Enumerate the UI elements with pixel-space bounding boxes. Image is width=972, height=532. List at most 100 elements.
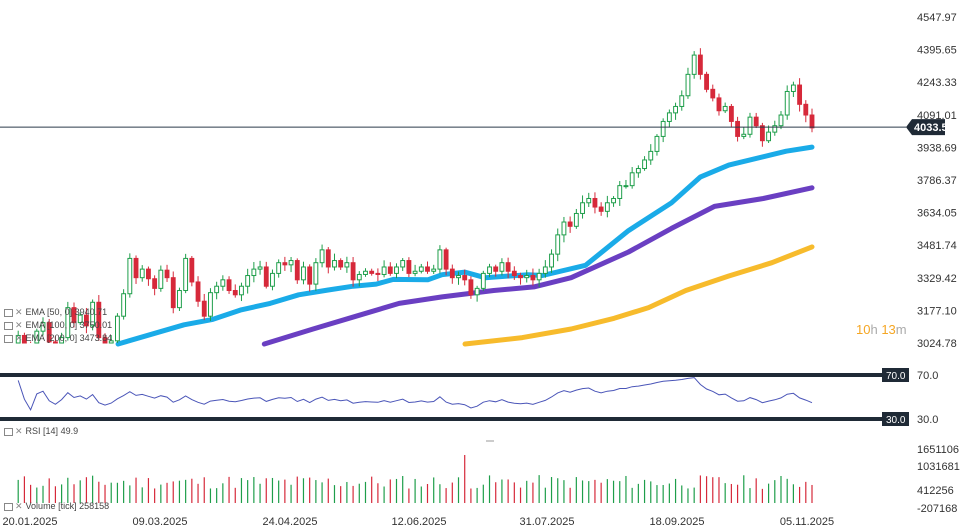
candle-body	[90, 301, 96, 327]
candle-body	[288, 260, 294, 266]
candle-body	[480, 272, 486, 289]
candle-body	[96, 301, 102, 339]
legend-volume[interactable]: ✕ Volume [tick] 258158	[4, 501, 109, 512]
legend-ema-100[interactable]: ✕ EMA [100, 0] 3750.01	[4, 320, 112, 331]
price-tick-label: 3634.05	[917, 208, 957, 220]
candle-body	[226, 279, 232, 292]
time-tick-label: 20.01.2025	[2, 516, 57, 528]
countdown-minutes-unit: m	[895, 322, 907, 337]
price-tick-label: 4091.01	[917, 110, 957, 122]
candle-body	[592, 197, 598, 208]
last-price-label: 4033.50	[914, 122, 954, 134]
candle-body	[418, 266, 424, 272]
time-tick-label: 09.03.2025	[132, 516, 187, 528]
candle-body	[189, 257, 195, 283]
legend-ema-100-label: EMA [100, 0] 3750.01	[25, 320, 113, 330]
candle-body	[121, 293, 127, 317]
candle-body	[536, 272, 542, 281]
candle-body	[580, 202, 585, 214]
candle-body	[555, 234, 561, 255]
close-icon[interactable]: ✕	[15, 320, 23, 330]
candle-body	[735, 120, 741, 137]
candle-body	[573, 212, 579, 227]
candle-body	[524, 275, 530, 279]
settings-icon[interactable]	[4, 427, 13, 436]
candle-body	[511, 270, 517, 277]
close-icon[interactable]: ✕	[15, 426, 23, 436]
candle-body	[437, 249, 443, 270]
candle-body	[673, 105, 678, 114]
legend-ema-200[interactable]: ✕ EMA [200, 0] 3473.84	[4, 333, 112, 344]
candle-body	[133, 257, 139, 279]
candle-body	[518, 275, 523, 279]
candle-body	[381, 266, 387, 275]
candle-body	[728, 105, 734, 122]
candle-body	[276, 262, 282, 274]
candle-body	[666, 112, 672, 122]
candle-body	[443, 249, 449, 270]
settings-icon[interactable]	[4, 308, 13, 317]
candle-body	[654, 135, 660, 152]
candle-body	[809, 114, 815, 129]
rsi-panel: 70.0 70.0 30.0 30.0	[0, 368, 938, 442]
candle-body	[722, 105, 728, 112]
countdown-hours: 10	[856, 322, 871, 337]
candle-body	[549, 253, 554, 268]
candle-body	[660, 120, 666, 137]
candle-body	[387, 266, 393, 274]
candle-body	[449, 268, 455, 279]
settings-icon[interactable]	[4, 502, 13, 511]
candle-body	[474, 287, 480, 296]
ema-100-line	[261, 185, 815, 347]
candle-body	[307, 266, 313, 285]
close-icon[interactable]: ✕	[15, 307, 23, 317]
candle-body	[294, 260, 300, 281]
rsi-axis-label: 70.0	[917, 370, 938, 382]
candle-body	[623, 185, 629, 188]
candle-body	[412, 270, 418, 274]
candle-body	[431, 268, 437, 272]
candle-body	[604, 202, 610, 212]
ema-50-line	[115, 144, 815, 347]
candle-body	[34, 330, 40, 344]
candle-body	[635, 168, 641, 174]
rsi-band-badge-label: 30.0	[886, 415, 906, 426]
candle-body	[790, 84, 796, 92]
price-tick-label: 3329.42	[917, 273, 957, 285]
price-tick-label: 3024.78	[917, 338, 957, 350]
candle-body	[40, 322, 46, 332]
rsi-line	[17, 377, 813, 412]
candle-body	[400, 260, 406, 268]
candle-body	[505, 262, 511, 272]
close-icon[interactable]: ✕	[15, 501, 23, 511]
candle-body	[177, 290, 182, 309]
legend-ema-50[interactable]: ✕ EMA [50, 0] 3940.71	[4, 307, 107, 318]
rsi-band-badge	[882, 368, 909, 382]
candle-body	[83, 314, 89, 327]
candle-body	[270, 272, 275, 287]
candle-body	[108, 340, 114, 344]
candle-body	[704, 73, 709, 90]
candle-body	[146, 268, 151, 280]
candle-body	[201, 300, 207, 317]
legend-rsi[interactable]: ✕ RSI [14] 49.9	[4, 426, 78, 437]
candle-body	[648, 150, 654, 161]
candle-body	[46, 322, 52, 343]
legend-rsi-label: RSI [14] 49.9	[25, 426, 79, 436]
candle-body	[232, 290, 238, 296]
candle-body	[685, 73, 691, 97]
volume-tick-label: 1031681	[917, 461, 960, 473]
candle-body	[679, 95, 685, 107]
candle-body	[462, 275, 468, 281]
candle-body	[15, 334, 21, 344]
settings-icon[interactable]	[4, 321, 13, 330]
close-icon[interactable]: ✕	[15, 333, 23, 343]
candle-body	[21, 334, 27, 344]
candle-body	[493, 266, 499, 272]
settings-icon[interactable]	[4, 334, 13, 343]
axes: 4547.97 4395.65 4243.33 4091.01 3938.69 3786.…	[0, 12, 957, 528]
candle-body	[52, 341, 58, 344]
candle-body	[257, 266, 263, 270]
